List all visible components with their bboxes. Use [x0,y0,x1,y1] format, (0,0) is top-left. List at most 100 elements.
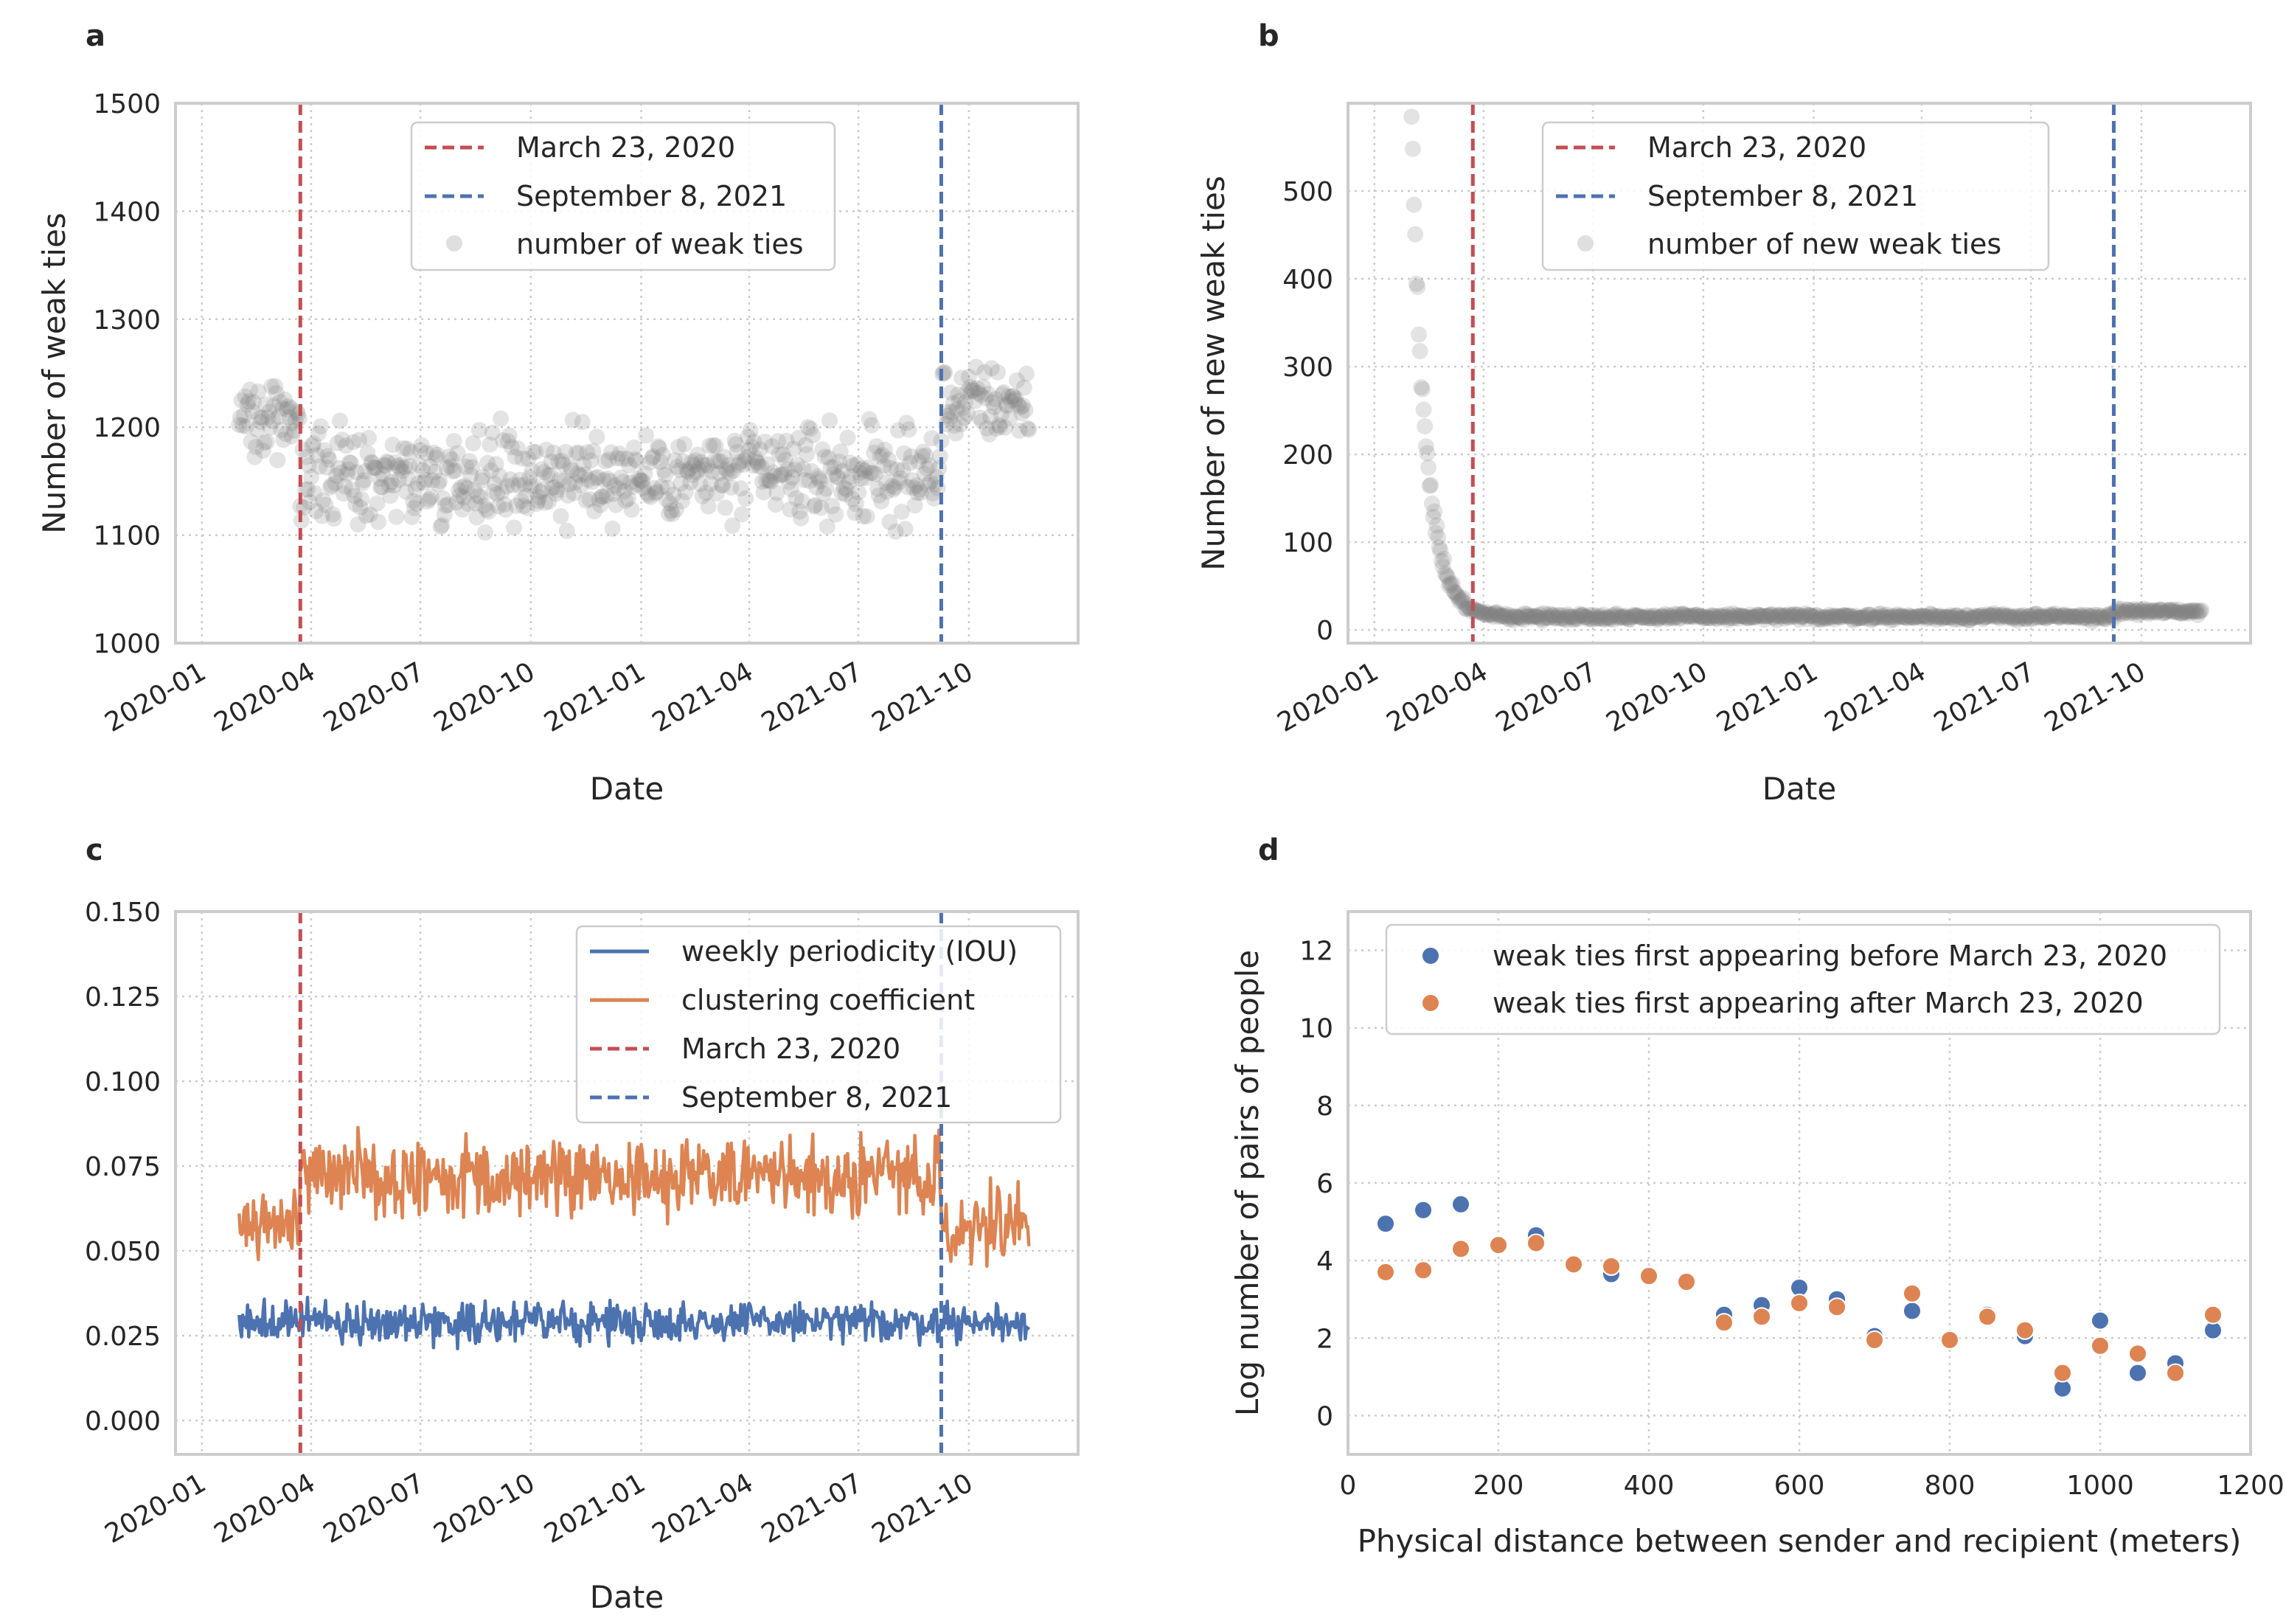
new-weak-ties-point [1804,608,1821,625]
weak-ties-point [621,457,638,473]
new-weak-ties-point [2062,608,2079,625]
new-weak-ties-point [1514,607,1531,624]
weak-ties-point [770,433,787,450]
weak-ties-point [667,452,684,469]
new-weak-ties-point [1875,608,1891,625]
new-weak-ties-point [1578,609,1595,626]
new-weak-ties-point [1945,611,1962,628]
weak-ties-point [757,472,774,489]
new-weak-ties-point [2015,607,2032,624]
new-weak-ties-point [1765,609,1782,626]
new-weak-ties-point [1450,589,1467,605]
x-tick-label: 2021-07 [1929,656,2040,738]
new-weak-ties-point [1727,608,1744,625]
weak-ties-point [771,446,788,463]
new-weak-ties-point [1883,608,1900,625]
new-weak-ties-point [1480,605,1497,622]
weak-ties-point [309,447,326,464]
weak-ties-point [392,459,409,476]
new-weak-ties-point [2133,603,2150,620]
new-weak-ties-point [1706,608,1723,625]
weak-ties-point [677,484,694,501]
new-weak-ties-point [1818,609,1835,626]
new-weak-ties-point [1488,603,1505,620]
y-tick-label: 500 [1282,177,1333,207]
weak-ties-point [444,462,461,479]
weak-ties-point [673,475,689,492]
weak-ties-point [965,382,982,399]
new-weak-ties-point [1993,608,2009,625]
new-weak-ties-point [1698,608,1715,625]
weak-ties-point [256,434,273,451]
before-march-point [1376,1214,1395,1234]
new-weak-ties-point [2113,600,2130,617]
new-weak-ties-point [1734,608,1751,625]
weak-ties-point [573,477,590,494]
new-weak-ties-point [1817,611,1834,628]
new-weak-ties-point [1616,610,1633,627]
new-weak-ties-point [1811,611,1828,628]
weak-ties-point [952,416,969,433]
weak-ties-point [338,466,355,483]
new-weak-ties-point [1597,611,1613,628]
new-weak-ties-point [1606,606,1623,623]
weak-ties-point [281,409,298,426]
new-weak-ties-point [2158,603,2175,620]
weak-ties-point [973,386,990,403]
weak-ties-point [698,485,715,502]
new-weak-ties-point [1782,608,1799,625]
weak-ties-point [260,403,277,420]
weak-ties-point [480,503,497,520]
weak-ties-point [373,479,390,496]
after-march-point [1602,1257,1621,1277]
weak-ties-point [880,451,897,468]
weak-ties-point [403,509,420,526]
weak-ties-point [998,398,1015,414]
weak-ties-point [380,454,397,471]
new-weak-ties-point [1765,608,1782,625]
new-weak-ties-point [1627,607,1644,624]
weak-ties-point [1018,365,1035,382]
weak-ties-point [699,457,716,473]
weak-ties-point [461,453,478,470]
new-weak-ties-point [1820,610,1837,627]
new-weak-ties-point [2052,609,2069,626]
new-weak-ties-point [1891,608,1908,625]
new-weak-ties-point [1494,608,1511,625]
new-weak-ties-point [1436,565,1453,582]
legend-label: number of weak ties [516,228,804,260]
weak-ties-point [351,431,368,448]
weak-ties-point [653,478,670,495]
legend-box [575,925,1062,1124]
new-weak-ties-point [1644,609,1661,626]
new-weak-ties-point [2136,600,2153,617]
new-weak-ties-point [1417,417,1434,434]
new-weak-ties-point [1664,609,1681,626]
weak-ties-point [854,460,871,477]
new-weak-ties-point [1681,608,1698,625]
new-weak-ties-point [1472,603,1489,620]
y-tick-label: 1000 [93,629,161,659]
new-weak-ties-point [2178,603,2195,620]
weak-ties-point [388,508,405,525]
weak-ties-point [558,522,575,539]
new-weak-ties-point [1726,610,1743,627]
weak-ties-point [468,509,485,526]
new-weak-ties-point [2123,603,2140,620]
weak-ties-point [695,457,712,473]
new-weak-ties-point [1658,609,1675,626]
weak-ties-point [827,506,844,523]
weak-ties-point [424,472,441,489]
new-weak-ties-point [1692,608,1709,625]
weak-ties-point [1005,387,1022,404]
new-weak-ties-point [2178,604,2195,621]
new-weak-ties-point [1555,611,1572,628]
new-weak-ties-point [1755,608,1772,625]
after-march-point [1489,1235,1508,1255]
new-weak-ties-point [1660,607,1677,624]
weak-ties-point [459,479,476,496]
new-weak-ties-point [1910,608,1927,625]
new-weak-ties-point [1581,607,1598,624]
weak-ties-point [239,396,256,413]
new-weak-ties-point [2122,602,2139,619]
